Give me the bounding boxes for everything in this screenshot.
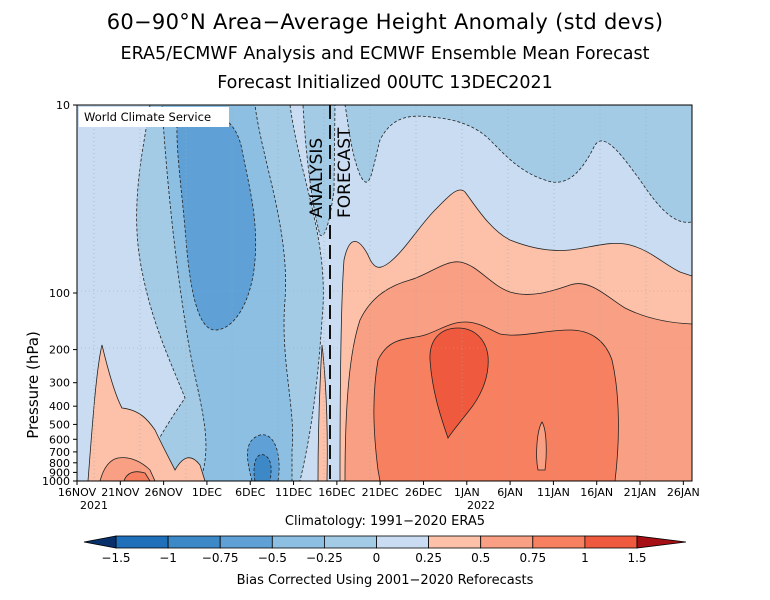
contour-neg-1-core — [253, 454, 272, 481]
colorbar-extend-high — [636, 535, 687, 549]
chart-subtitle: ERA5/ECMWF Analysis and ECMWF Ensemble M… — [120, 44, 650, 64]
colorbar-label: −0.5 — [258, 551, 287, 565]
colorbar-segment — [480, 535, 534, 549]
contour-pos-spot — [536, 421, 547, 471]
x-tick-label: 26JAN — [667, 486, 700, 499]
x-year-2022: 2022 — [467, 499, 495, 512]
colorbar-segment — [584, 535, 638, 549]
colorbar-label: −1.5 — [101, 551, 130, 565]
x-year-2021: 2021 — [80, 499, 108, 512]
colorbar-extend-low — [83, 535, 117, 549]
colorbar-label: 1.5 — [627, 551, 646, 565]
x-tick-label: 1DEC — [192, 486, 222, 499]
contour-fills — [87, 105, 692, 481]
colorbar-label: −0.75 — [202, 551, 239, 565]
contour-neg-0-75-upper — [176, 109, 257, 331]
y-tick-label: 100 — [49, 287, 70, 300]
bias-note: Bias Corrected Using 2001−2020 Reforecas… — [237, 573, 534, 588]
contour-pos-0-5-analysis — [123, 471, 151, 481]
y-tick-label: 10 — [56, 99, 70, 112]
colorbar-label: 1 — [581, 551, 589, 565]
colorbar-label: 0.75 — [519, 551, 546, 565]
x-tick-label: 1JAN — [454, 486, 480, 499]
y-tick-label: 900 — [49, 466, 70, 479]
contour-pos-0-5-forecast — [373, 321, 619, 481]
y-axis-title: Pressure (hPa) — [24, 331, 42, 439]
x-tick-label: 6JAN — [497, 486, 523, 499]
colorbar-label: 0.25 — [415, 551, 442, 565]
y-tick-label: 500 — [49, 418, 70, 431]
x-tick-label: 21JAN — [624, 486, 657, 499]
x-tick-label: 11DEC — [275, 486, 312, 499]
contour-neg-0-25-split — [302, 105, 336, 237]
y-tick-label: 400 — [49, 400, 70, 413]
y-tick-label: 300 — [49, 377, 70, 390]
contour-neg-0-25-forecast-upper — [344, 105, 692, 223]
colorbar-segment — [428, 535, 482, 549]
x-tick-label: 26NOV — [145, 486, 184, 499]
x-tick-label: 16JAN — [580, 486, 613, 499]
colorbar-segment — [219, 535, 273, 549]
colorbar-label: 0.5 — [471, 551, 490, 565]
colorbar-label: −1 — [159, 551, 177, 565]
x-tick-label: 21DEC — [362, 486, 399, 499]
analysis-label: ANALYSIS — [307, 138, 327, 218]
x-axis: 16NOV 21NOV 26NOV 1DEC 6DEC 11DEC 16DEC 21DEC 26… — [58, 481, 700, 499]
y-tick-label: 600 — [49, 433, 70, 446]
colorbar-segment — [376, 535, 429, 549]
colorbar-segment — [271, 535, 325, 549]
colorbar-label: 0 — [373, 551, 381, 565]
chart-title: 60−90°N Area−Average Height Anomaly (std… — [106, 10, 664, 34]
colorbar-segment — [532, 535, 586, 549]
forecast-init-line: Forecast Initialized 00UTC 13DEC2021 — [217, 73, 553, 93]
climatology-note: Climatology: 1991−2020 ERA5 — [285, 514, 485, 529]
x-tick-label: 26DEC — [405, 486, 442, 499]
colorbar-segment — [323, 535, 377, 549]
y-tick-label: 1000 — [42, 475, 70, 488]
forecast-label: FORECAST — [335, 127, 355, 218]
y-tick-label: 200 — [49, 344, 70, 357]
colorbar-segment — [115, 535, 169, 549]
x-tick-label: 11JAN — [537, 486, 570, 499]
watermark: World Climate Service — [84, 110, 211, 124]
colorbar: −1.5 −1 −0.75 −0.5 −0.25 0 0.25 0.5 0.75 1 1.5 — [83, 535, 687, 565]
contour-pos-0-sliver — [317, 344, 328, 481]
x-tick-label: 16NOV — [58, 486, 97, 499]
colorbar-label: −0.25 — [306, 551, 343, 565]
colorbar-segment — [167, 535, 221, 549]
x-tick-label: 21NOV — [101, 486, 140, 499]
contour-pos-0-analysis — [87, 344, 206, 481]
y-tick-label: 800 — [49, 457, 70, 470]
y-tick-label: 700 — [49, 446, 70, 459]
contour-pos-0-75-forecast — [429, 327, 489, 439]
x-tick-label: 6DEC — [235, 486, 265, 499]
x-tick-label: 16DEC — [318, 486, 355, 499]
watermark-box — [79, 107, 229, 127]
gridlines — [77, 105, 692, 481]
